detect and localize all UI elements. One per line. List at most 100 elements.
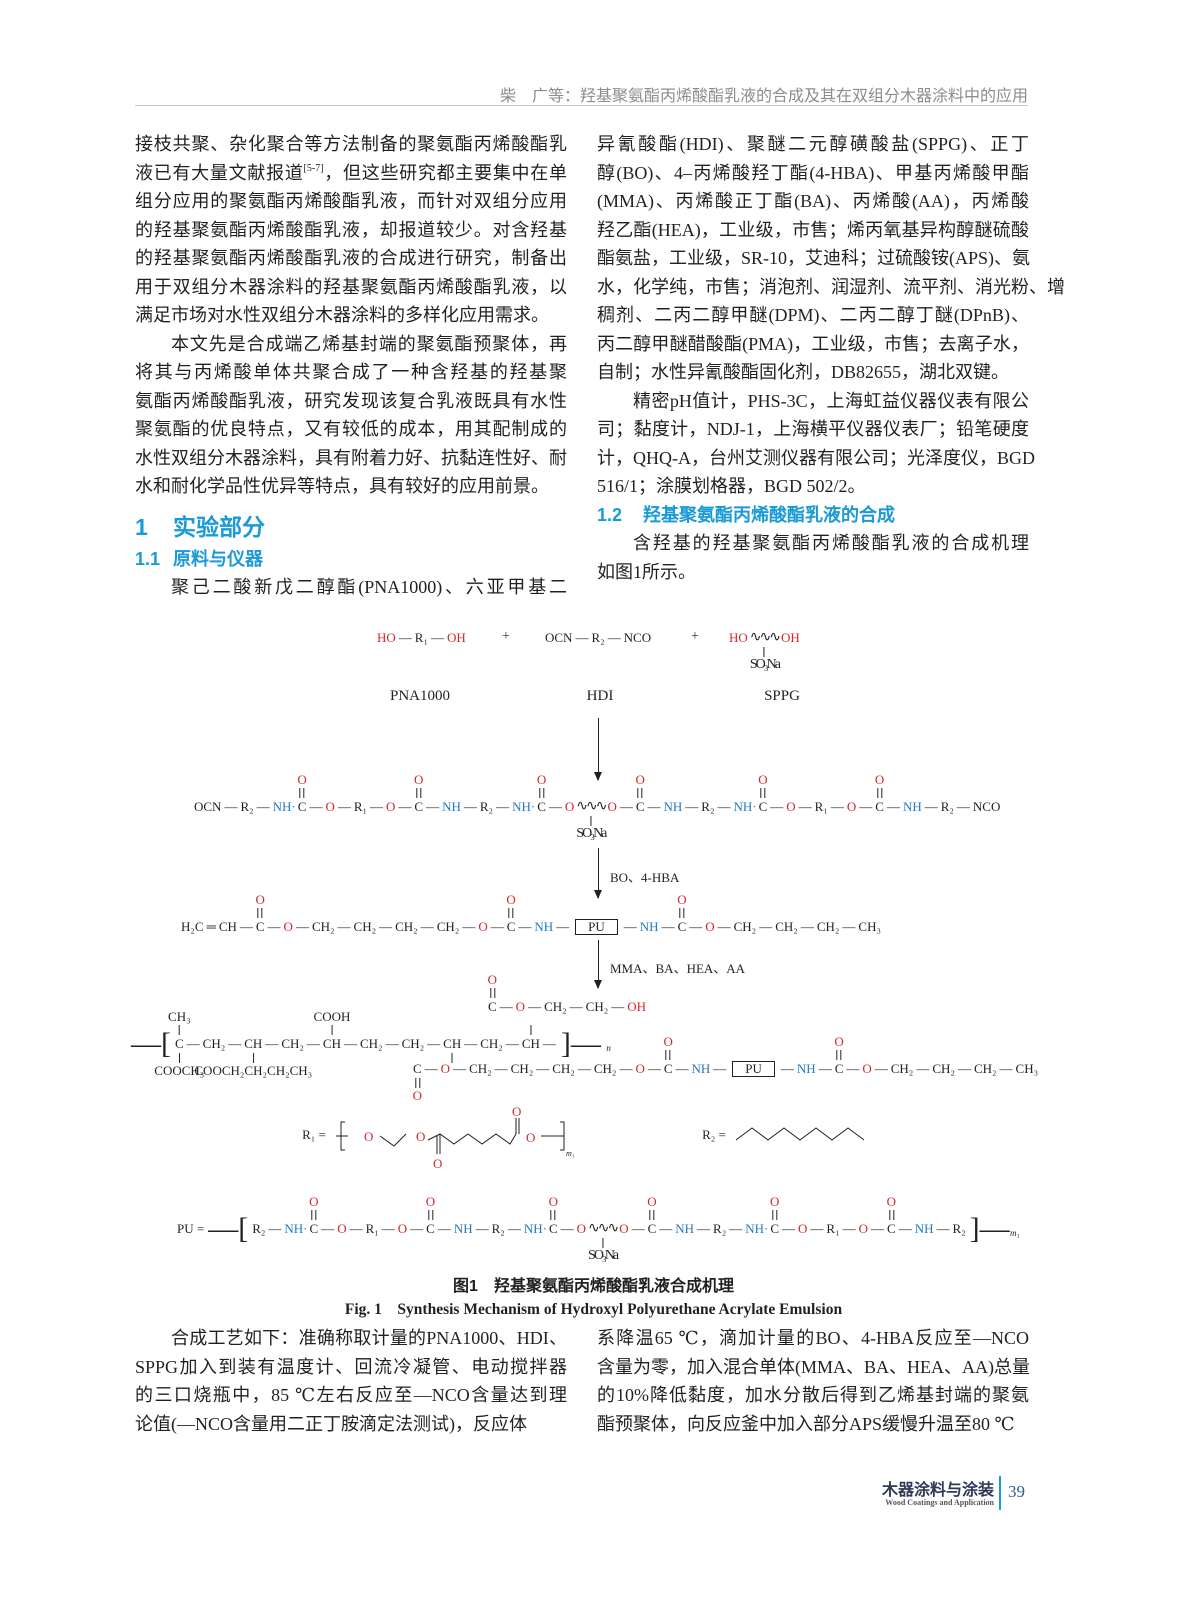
substituent: SO₃Na xyxy=(576,826,607,841)
citation[interactable]: [5-7] xyxy=(303,162,324,174)
group-text: — xyxy=(490,919,504,934)
bond: — xyxy=(426,799,439,815)
reactant-hdi: OCN — R₂ — NCO xyxy=(544,630,652,646)
bond: — xyxy=(536,1061,549,1077)
group-text: CH₂ xyxy=(469,1061,492,1076)
group-text: — xyxy=(475,1221,489,1236)
substituent: O xyxy=(536,772,547,787)
atom-group: R₁ xyxy=(354,799,367,815)
group-text: CH₂ xyxy=(401,1036,425,1051)
group-text: — xyxy=(846,1061,860,1076)
pu-definition-structure: PU = —[R₂ — NH· C O — O — R₁ — O — C O — NH — R₂ — NH· C O — O ∿∿… xyxy=(176,1195,1020,1263)
group-text: O xyxy=(786,799,796,814)
double-bond xyxy=(637,788,643,798)
bond: — xyxy=(611,999,624,1015)
group-text: O xyxy=(607,799,617,814)
group-text: CH₂ xyxy=(544,999,567,1014)
group-text: — xyxy=(810,1221,824,1236)
upper-substituent: O xyxy=(635,772,645,799)
bond: — xyxy=(187,1036,200,1052)
bond: — xyxy=(575,630,588,646)
group-text: NH· xyxy=(272,799,296,814)
group-text: HO xyxy=(377,630,396,645)
text-line: 本文先是合成端乙烯基封端的聚氨酯预聚体，再 xyxy=(171,333,567,354)
atom-group: CH₂ xyxy=(932,1061,955,1077)
figure-caption-cn: 图1 羟基聚氨酯丙烯酸酯乳液合成机理 xyxy=(453,1278,734,1295)
section-title: 实验部分 xyxy=(173,513,265,540)
group-text: R₂ xyxy=(240,799,254,814)
bond: — xyxy=(916,1061,929,1077)
atom-group: CH xyxy=(521,1025,540,1052)
atom-group: OCN xyxy=(194,799,221,815)
substituent: O xyxy=(677,892,687,907)
group-text: — xyxy=(607,630,621,645)
bond: — xyxy=(543,1036,556,1052)
bond: — xyxy=(344,1036,357,1052)
bond: — xyxy=(729,1221,742,1237)
double-bond xyxy=(416,788,422,798)
group-text: — xyxy=(343,1036,357,1051)
upper-substituent: O xyxy=(647,1195,657,1221)
atom-group: HO xyxy=(377,630,396,646)
double-bond xyxy=(665,1050,671,1060)
substituent: O xyxy=(414,772,424,787)
section-number: 1.2 xyxy=(597,504,623,525)
bond: — xyxy=(427,1036,440,1052)
substituent: SO₃Na xyxy=(749,657,781,672)
group-text: — xyxy=(782,1221,796,1236)
right-paragraphs: 异氰酸酯(HDI)、聚醚二元醇磺酸盐(SPPG)、正丁 醇(BO)、4–丙烯酸羟丁… xyxy=(597,130,1065,501)
atom-group: O xyxy=(847,799,856,815)
substituent: O xyxy=(834,1034,844,1049)
group-text: — xyxy=(228,1036,242,1051)
substituent: O xyxy=(255,892,265,907)
upper-substituent: O xyxy=(309,1195,319,1221)
text-line: 水，化学纯，市售；消泡剂、润湿剂、流平剂、消光粉、增 xyxy=(597,276,1065,297)
atom-group: OH xyxy=(627,999,646,1015)
group-text: R₁ xyxy=(414,630,428,645)
group-text: — xyxy=(675,1061,689,1076)
upper-substituent: O xyxy=(677,892,687,919)
polymer-chain-wavy: ∿∿∿ SO₃Na xyxy=(576,799,607,841)
group-text: — xyxy=(518,919,532,934)
group-text: C xyxy=(758,799,768,814)
left-column: 接枝共聚、杂化聚合等方法制备的聚氨酯丙烯酸酯乳 液已有大量文献报道[5-7]，但这… xyxy=(135,130,567,602)
group-text: O xyxy=(846,799,857,814)
group-text: R₂ xyxy=(952,1221,966,1236)
group-text: C xyxy=(663,1061,673,1076)
group-text: — xyxy=(430,630,444,645)
bond: — xyxy=(624,919,637,935)
group-text: CH xyxy=(521,1036,540,1051)
group-text: C xyxy=(506,919,516,934)
bond: — xyxy=(224,799,237,815)
atom-group: NH xyxy=(675,1221,694,1237)
atom-group: CH COOH xyxy=(314,1010,351,1052)
group-text: — xyxy=(462,919,476,934)
group-text: O xyxy=(283,919,293,934)
bond: — xyxy=(819,1061,832,1077)
bond: — xyxy=(268,1221,281,1237)
single-bond xyxy=(590,816,592,826)
group-text: — xyxy=(647,799,661,814)
substituent: O xyxy=(635,772,645,787)
reactant-sppg: HO ∿∿∿ SO₃Na OH xyxy=(728,630,801,672)
group-text: — xyxy=(398,630,412,645)
atom-group: O xyxy=(607,799,616,815)
group-text: NH xyxy=(639,919,659,934)
group-text: — xyxy=(717,919,731,934)
substituent: O xyxy=(874,772,885,787)
section-title: 原料与仪器 xyxy=(173,548,263,569)
r1-oxygen: O xyxy=(364,1129,373,1144)
group-text: — xyxy=(659,1221,673,1236)
text-line: 精密pH值计，PHS-3C，上海虹益仪器仪表有限公 xyxy=(633,390,1029,411)
group-text: —[ xyxy=(208,1212,249,1245)
text-line: 液已有大量文献报道[5-7]，但这些研究都主要集中在单 xyxy=(135,162,568,183)
group-text: — xyxy=(239,919,253,934)
group-text: — xyxy=(427,1036,441,1051)
group-text: — xyxy=(898,1221,912,1236)
bond: — xyxy=(632,1221,645,1237)
group-text: — xyxy=(306,1036,320,1051)
text-line: 计，QHQ-A，台州艾测仪器有限公司；光泽度仪，BGD xyxy=(597,447,1035,468)
